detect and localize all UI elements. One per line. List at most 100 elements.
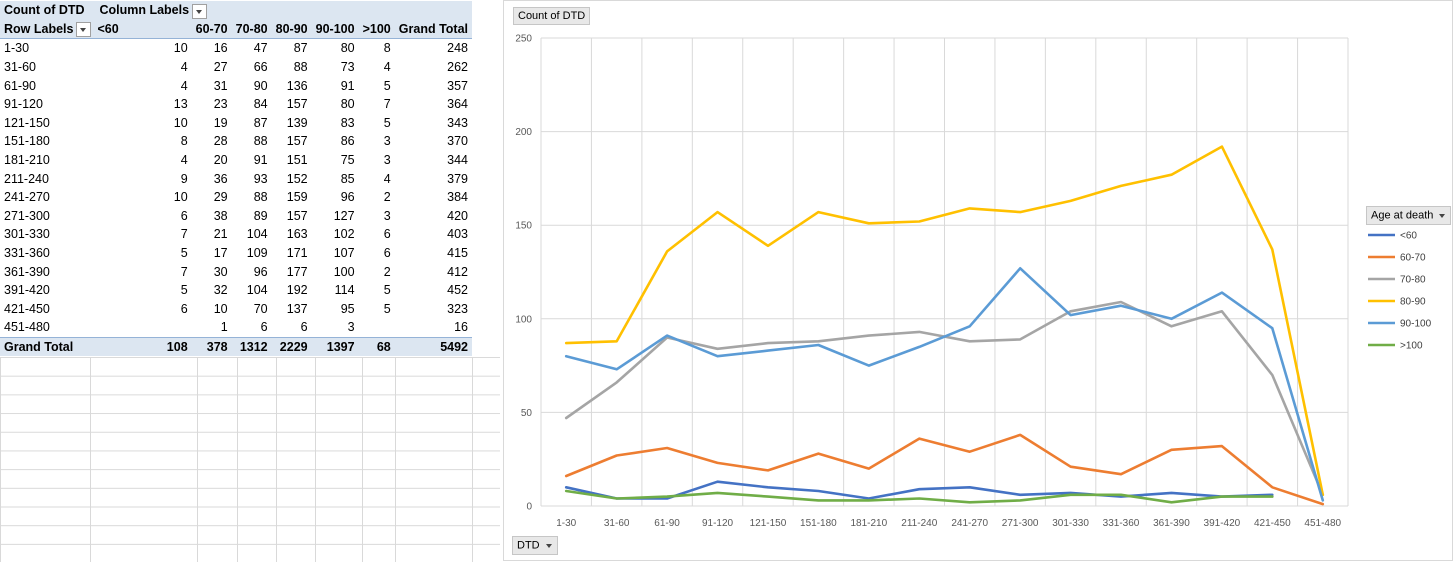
y-tick-label: 200: [515, 127, 532, 138]
table-cell: 75: [340, 153, 355, 168]
sheet-gridlines: [0, 357, 500, 562]
sheet-column-line: [472, 357, 473, 562]
table-cell: 80: [340, 97, 355, 112]
table-row: 271-300 6 38 89 157 127 3 420: [0, 207, 472, 226]
value-field-button-label: Count of DTD: [518, 10, 586, 22]
table-cell: 4: [383, 171, 391, 186]
table-cell: 16: [454, 320, 468, 335]
table-cell: 28: [213, 134, 228, 149]
legend-filter-dropdown-icon[interactable]: [1436, 209, 1446, 222]
x-tick-label: 91-120: [702, 518, 734, 529]
table-cell: 47: [253, 41, 268, 56]
table-cell: 96: [340, 190, 355, 205]
legend-field-button[interactable]: Age at death: [1366, 206, 1452, 225]
table-cell: [359, 318, 395, 337]
table-cell: 4: [383, 60, 391, 75]
table-cell: 415: [447, 246, 468, 261]
x-tick-label: 331-360: [1103, 518, 1140, 529]
x-tick-label: 151-180: [800, 518, 837, 529]
x-tick-label: 361-390: [1153, 518, 1190, 529]
table-cell: 420: [447, 208, 468, 223]
table-cell: 6: [260, 320, 268, 335]
table-cell: 5: [383, 301, 391, 316]
table-row: 241-270 10 29 88 159 96 2 384: [0, 188, 472, 207]
x-tick-label: 271-300: [1002, 518, 1039, 529]
table-cell: 109: [246, 246, 268, 261]
legend-entry: 80-90: [1400, 297, 1426, 308]
table-row: 1-30 10 16 47 87 80 8 248: [0, 39, 472, 58]
row-label: 331-360: [4, 246, 50, 261]
sheet-column-line: [237, 357, 238, 562]
x-tick-label: 451-480: [1304, 518, 1341, 529]
x-tick-label: 121-150: [750, 518, 787, 529]
legend-entry: 70-80: [1400, 275, 1426, 286]
line-chart-svg: 0 50 100 150 200 250 1-30 31-60 61-90 91-120 121-1…: [515, 34, 1431, 530]
table-cell: 5: [180, 246, 188, 261]
series-line-1: [564, 433, 1325, 506]
grand-total-cell: 68: [358, 336, 395, 357]
table-cell: 88: [253, 134, 268, 149]
column-header: 70-80: [231, 19, 272, 40]
table-cell: 87: [293, 41, 308, 56]
grand-total-cell: 5492: [394, 336, 472, 357]
row-label: 301-330: [4, 227, 50, 242]
row-filter-dropdown-icon[interactable]: [76, 22, 92, 38]
table-cell: 157: [286, 208, 308, 223]
table-cell: 6: [300, 320, 308, 335]
legend-entry: 60-70: [1400, 253, 1426, 264]
column-filter-dropdown-icon[interactable]: [192, 3, 208, 19]
row-labels-text: Row Labels: [4, 21, 74, 36]
table-cell: 6: [383, 227, 391, 242]
table-cell: 139: [286, 115, 308, 130]
table-cell: 23: [213, 97, 228, 112]
value-field-button[interactable]: Count of DTD: [513, 7, 591, 25]
table-cell: 5: [383, 115, 391, 130]
table-cell: 159: [286, 190, 308, 205]
x-tick-label: 301-330: [1052, 518, 1089, 529]
row-label: 421-450: [4, 301, 50, 316]
table-cell: 403: [447, 227, 468, 242]
sheet-column-line: [276, 357, 277, 562]
table-cell: 85: [340, 171, 355, 186]
table-cell: 88: [293, 60, 308, 75]
table-cell: 357: [447, 78, 468, 93]
table-cell: 344: [447, 153, 468, 168]
table-cell: 102: [333, 227, 355, 242]
row-label: 361-390: [4, 264, 50, 279]
row-label: 61-90: [4, 78, 36, 93]
axis-field-button[interactable]: DTD: [512, 536, 558, 555]
table-cell: 157: [286, 97, 308, 112]
legend-entry: <60: [1400, 231, 1417, 242]
table-cell: 114: [334, 283, 355, 298]
table-cell: 127: [333, 208, 355, 223]
table-cell: 6: [383, 246, 391, 261]
value-field-label: Count of DTD: [0, 1, 96, 20]
table-cell: 384: [447, 190, 468, 205]
x-tick-label: 421-450: [1254, 518, 1291, 529]
table-cell: 5: [383, 78, 391, 93]
axis-filter-dropdown-icon[interactable]: [543, 539, 553, 552]
row-label: 181-210: [4, 153, 50, 168]
x-tick-label: 391-420: [1204, 518, 1241, 529]
table-cell: 84: [253, 97, 268, 112]
table-cell: 104: [246, 227, 268, 242]
table-cell: 7: [180, 264, 188, 279]
table-cell: 10: [173, 41, 188, 56]
table-row: 31-60 4 27 66 88 73 4 262: [0, 58, 472, 77]
row-label: 241-270: [4, 190, 50, 205]
table-row: 421-450 6 10 70 137 95 5 323: [0, 300, 472, 319]
table-cell: 2: [383, 264, 391, 279]
table-cell: 38: [213, 208, 228, 223]
table-cell: 152: [286, 171, 308, 186]
table-cell: 10: [173, 115, 188, 130]
table-cell: 6: [180, 208, 188, 223]
table-cell: 3: [383, 208, 391, 223]
table-cell: 5: [180, 283, 188, 298]
table-cell: 1: [220, 320, 228, 335]
series-line-4: [564, 266, 1325, 502]
series-line-3: [564, 145, 1325, 497]
legend-field-button-label: Age at death: [1371, 209, 1434, 222]
pivot-table-area: Count of DTD Column Labels Row Labels <6…: [0, 0, 500, 562]
pivot-chart[interactable]: Count of DTD DTD Age at death 0 50 100 150 2…: [503, 0, 1453, 561]
table-cell: 83: [340, 115, 355, 130]
